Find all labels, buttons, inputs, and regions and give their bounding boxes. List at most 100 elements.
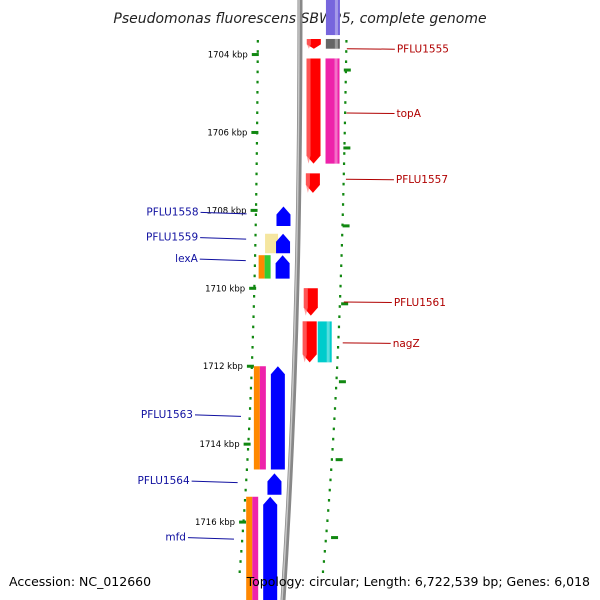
scale-tick — [330, 468, 333, 471]
gene-label-leader — [345, 178, 394, 181]
gene-label-leader — [200, 237, 247, 240]
scale-tick — [256, 121, 259, 125]
scale-tick — [321, 570, 325, 573]
scale-tick — [255, 162, 258, 165]
scale-tick — [255, 172, 258, 176]
gene-label-leader — [346, 48, 395, 50]
gene-label[interactable]: nagZ — [393, 338, 420, 350]
gene-arrow[interactable] — [276, 206, 291, 226]
gene-label[interactable]: PFLU1559 — [146, 232, 198, 244]
scale-tick — [332, 437, 335, 441]
scale-tick — [248, 417, 251, 420]
feature-block — [325, 58, 340, 164]
scale-tick — [341, 233, 344, 237]
scale-tick — [345, 50, 348, 53]
scale-tick — [240, 550, 243, 553]
scale-tick — [338, 305, 341, 308]
kbp-label: 1710 kbp — [205, 284, 245, 294]
gene-arrow-shade — [305, 173, 310, 193]
major-tick — [341, 302, 349, 306]
scale-tick — [343, 152, 346, 155]
scale-tick — [342, 193, 345, 196]
major-tick — [343, 68, 351, 72]
scale-tick — [252, 315, 255, 318]
scale-tick — [256, 50, 259, 53]
scale-tick — [253, 295, 256, 298]
gene-arrow-shade — [306, 58, 311, 164]
scale-tick — [344, 70, 347, 74]
gene-label-leader — [194, 414, 242, 417]
gene-arrow-shade — [302, 321, 307, 363]
major-tick — [250, 208, 258, 212]
feature-layer — [246, 0, 340, 600]
scale-tick — [255, 142, 259, 145]
major-tick — [249, 286, 257, 290]
gene-label[interactable]: PFLU1564 — [138, 475, 190, 487]
gene-label[interactable]: lexA — [175, 253, 198, 265]
scale-tick — [254, 223, 257, 227]
scale-tick — [344, 91, 347, 94]
gene-label[interactable]: PFLU1563 — [141, 409, 193, 421]
major-tick — [342, 224, 350, 228]
scale-tick — [250, 376, 253, 380]
scale-tick — [327, 499, 331, 502]
scale-tick — [341, 223, 344, 227]
feature-stripe — [258, 255, 265, 279]
scale-tick — [249, 397, 252, 400]
scale-tick — [336, 356, 339, 359]
gene-label[interactable]: mfd — [165, 532, 186, 544]
scale-tick — [247, 437, 250, 441]
scale-tick — [256, 40, 259, 43]
scale-tick — [253, 264, 256, 267]
scale-tick — [247, 427, 251, 431]
scale-tick — [256, 80, 259, 84]
major-tick — [239, 520, 247, 524]
feature-stripe — [253, 366, 260, 470]
genome-backbone-highlight — [281, 0, 300, 600]
gene-arrow[interactable] — [270, 366, 285, 470]
scale-tick — [344, 111, 347, 114]
major-tick — [246, 364, 254, 368]
scale-tick — [255, 193, 258, 196]
scale-tick — [246, 448, 250, 451]
scale-tick — [332, 427, 335, 431]
scale-tick — [254, 254, 257, 257]
kbp-label: 1706 kbp — [207, 128, 247, 138]
gene-arrow-shade — [306, 38, 311, 49]
scale-tick — [344, 80, 347, 84]
scale-tick — [343, 142, 346, 145]
scale-tick — [241, 529, 244, 533]
scale-tick — [335, 376, 338, 380]
major-tick — [243, 442, 251, 446]
major-tick — [251, 130, 259, 134]
scale-tick — [256, 60, 259, 63]
scale-tick — [343, 121, 347, 125]
gene-label[interactable]: PFLU1561 — [394, 297, 446, 309]
gene-label[interactable]: PFLU1555 — [397, 44, 449, 56]
kbp-label: 1714 kbp — [200, 440, 240, 450]
scale-tick — [340, 244, 343, 247]
major-tick — [331, 536, 339, 540]
scale-tick — [254, 203, 258, 206]
gene-label[interactable]: PFLU1557 — [396, 174, 448, 186]
scale-tick — [345, 40, 348, 43]
gene-arrow[interactable] — [275, 255, 290, 279]
scale-tick — [255, 182, 258, 186]
scale-tick — [334, 386, 338, 390]
kbp-label: 1716 kbp — [195, 518, 235, 528]
gene-label[interactable]: PFLU1558 — [146, 206, 198, 218]
gene-arrow[interactable] — [276, 233, 291, 254]
accession-text: Accession: NC_012660 — [9, 574, 151, 589]
kbp-label: 1704 kbp — [208, 51, 248, 61]
feature-stripe — [265, 233, 279, 254]
scale-tick — [256, 101, 259, 104]
scale-tick — [322, 560, 326, 563]
scale-tick — [246, 458, 249, 461]
scale-tick — [255, 152, 258, 155]
gene-arrow[interactable] — [263, 496, 278, 600]
gene-arrow[interactable] — [267, 473, 282, 495]
scale-tick — [253, 284, 256, 288]
scale-tick — [252, 325, 255, 329]
gene-label[interactable]: topA — [397, 108, 422, 120]
